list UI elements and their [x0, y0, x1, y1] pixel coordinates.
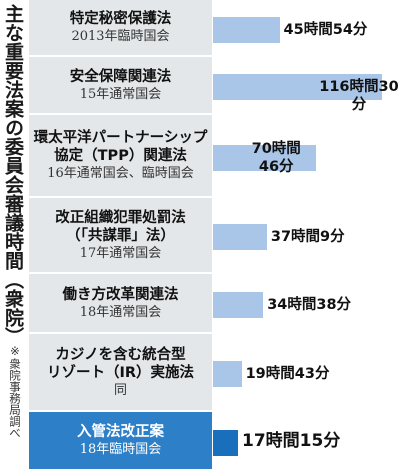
law-name: リゾート（IR）実施法 — [46, 364, 195, 381]
row-divider — [29, 411, 212, 412]
source-note: ※衆院事務局調べ — [8, 344, 22, 439]
law-name: （「共謀罪」法） — [66, 227, 175, 244]
data-label-line: 45時間54分 — [283, 21, 368, 38]
data-label-line: 37時間9分 — [270, 229, 345, 245]
data-label: 45時間54分 — [284, 21, 368, 39]
law-name: 働き方改革関連法 — [62, 286, 179, 303]
law-name: 改正組織犯罪処罰法 — [55, 209, 186, 226]
diet-session: 15年通常国会 — [79, 86, 162, 102]
data-label: 116時間30分 — [318, 78, 400, 114]
data-label-line: 17時間15分 — [242, 431, 341, 451]
diet-session: 17年通常国会 — [79, 245, 162, 261]
diet-session: 16年通常国会、臨時国会 — [47, 166, 194, 181]
data-label: 70時間 46分 — [252, 140, 301, 176]
law-name: カジノを含む統合型 — [55, 346, 186, 363]
diet-session: 同 — [113, 382, 127, 398]
data-label: 37時間9分 — [271, 228, 345, 246]
bar-row: 安全保障関連法 15年通常国会 116時間30分 — [29, 57, 400, 113]
bar — [213, 292, 264, 318]
law-name: 環太平洋パートナーシップ — [33, 130, 208, 146]
data-label-line: 19時間43分 — [245, 366, 330, 382]
category-label: 改正組織犯罪処罰法 （「共謀罪」法） 17年通常国会 — [29, 198, 212, 272]
category-label: 環太平洋パートナーシップ 協定（TPP）関連法 16年通常国会、臨時国会 — [29, 115, 212, 196]
data-label-line: 116時間30分 — [319, 79, 399, 113]
row-divider — [29, 114, 212, 115]
law-name: 入管法改正案 — [77, 424, 164, 440]
data-label-line: 34時間38分 — [267, 297, 352, 313]
category-label: 働き方改革関連法 18年通常国会 — [29, 274, 212, 332]
law-name: 特定秘密保護法 — [69, 11, 172, 27]
chart-title: 主な重要法案の委員会審議時間（衆院） — [2, 4, 24, 346]
bar — [213, 224, 267, 250]
bar — [213, 429, 238, 456]
diet-session: 18年通常国会 — [79, 304, 162, 320]
category-label: 入管法改正案 18年臨時国会 — [29, 412, 212, 469]
data-label: 19時間43分 — [246, 365, 330, 383]
row-divider — [29, 56, 212, 57]
data-label-line: 70時間 — [251, 140, 301, 157]
diet-session: 2013年臨時国会 — [71, 29, 170, 44]
diet-session: 18年臨時国会 — [79, 442, 162, 457]
category-label: カジノを含む統合型 リゾート（IR）実施法同 — [29, 334, 212, 410]
bar — [213, 361, 242, 387]
bar-row: 入管法改正案 18年臨時国会 17時間15分 — [29, 412, 400, 469]
data-label-line: 46分 — [258, 158, 294, 175]
bar — [213, 144, 316, 171]
row-divider — [29, 273, 212, 274]
row-divider — [29, 333, 212, 334]
bar-row: 特定秘密保護法 2013年臨時国会 45時間54分 — [29, 0, 400, 55]
row-divider — [29, 197, 212, 198]
category-label: 安全保障関連法 15年通常国会 — [29, 57, 212, 113]
bar-row: 働き方改革関連法 18年通常国会 34時間38分 — [29, 274, 400, 332]
bar-row: カジノを含む統合型 リゾート（IR）実施法同 19時間43分 — [29, 334, 400, 410]
bar-row: 改正組織犯罪処罰法 （「共謀罪」法） 17年通常国会 37時間9分 — [29, 198, 400, 272]
data-label: 17時間15分 — [242, 432, 340, 450]
law-name: 協定（TPP）関連法 — [54, 148, 187, 164]
law-name: 安全保障関連法 — [69, 68, 172, 85]
bar — [213, 74, 382, 100]
bar — [213, 16, 280, 43]
bar-row: 環太平洋パートナーシップ 協定（TPP）関連法 16年通常国会、臨時国会 70時間 46… — [29, 115, 400, 196]
category-label: 特定秘密保護法 2013年臨時国会 — [29, 0, 212, 55]
data-label: 34時間38分 — [267, 296, 351, 314]
